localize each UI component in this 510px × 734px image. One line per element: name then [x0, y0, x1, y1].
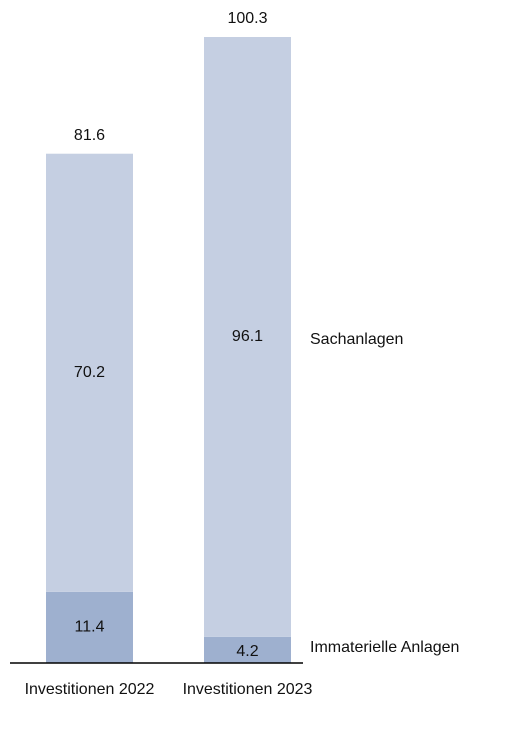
value-label: 70.2 [74, 364, 105, 381]
total-label: 100.3 [227, 10, 267, 27]
series-label: Sachanlagen [310, 331, 403, 348]
value-label: 11.4 [75, 619, 105, 636]
value-label: 4.2 [236, 643, 258, 660]
series-label: Immaterielle Anlagen [310, 639, 459, 656]
bar-segment [46, 153, 133, 592]
bar-segment [204, 37, 291, 637]
category-label: Investitionen 2023 [182, 681, 313, 698]
value-label: 96.1 [232, 328, 263, 345]
category-label: Investitionen 2022 [24, 681, 155, 698]
bar-segment [46, 591, 133, 663]
bar-segment [204, 636, 291, 663]
total-label: 81.6 [74, 127, 105, 144]
